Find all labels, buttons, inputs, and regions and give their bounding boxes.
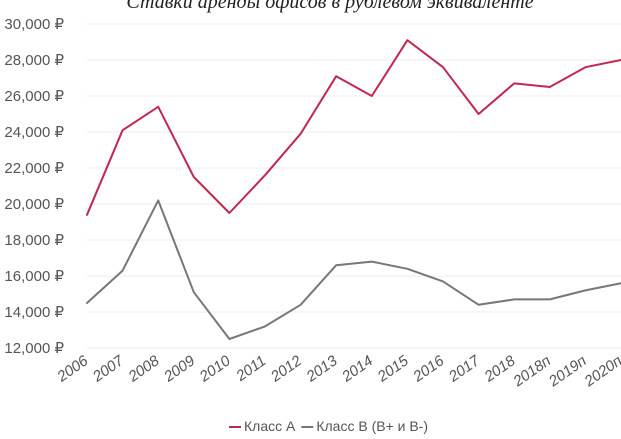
grid-lines (87, 23, 621, 349)
x-tick-label: 2010 (196, 352, 234, 386)
x-tick-label: 2009 (160, 352, 198, 386)
x-tick-label: 2014 (338, 352, 376, 386)
x-tick-label: 2018п (509, 352, 554, 390)
x-tick-label: 2012 (267, 352, 305, 386)
x-tick-label: 2007 (89, 352, 127, 386)
y-tick-label: 18,000 ₽ (4, 232, 64, 249)
x-tick-label: 2020п (581, 352, 621, 390)
x-tick-label: 2006 (53, 352, 91, 386)
y-tick-label: 30,000 ₽ (4, 16, 64, 33)
y-tick-label: 20,000 ₽ (4, 196, 64, 213)
y-tick-label: 26,000 ₽ (4, 88, 64, 105)
legend-label-2: Класс В (В+ и В-) (316, 418, 428, 434)
series-lines (86, 39, 621, 340)
y-tick-label: 28,000 ₽ (4, 52, 64, 69)
x-tick-label: 2011 (232, 352, 269, 385)
y-axis-ticks: 12,000 ₽ 14,000 ₽ 16,000 ₽ 18,000 ₽ 20,000 ₽… (4, 16, 64, 357)
x-tick-label: 2015 (374, 352, 412, 386)
y-tick-label: 14,000 ₽ (4, 304, 64, 321)
legend-label-1: Класс А (244, 418, 296, 434)
x-tick-label: 2016 (409, 352, 447, 386)
y-tick-label: 22,000 ₽ (4, 160, 64, 177)
legend: Класс А Класс В (В+ и В-) (229, 418, 428, 434)
y-tick-label: 24,000 ₽ (4, 124, 64, 141)
x-tick-label: 2019п (545, 352, 590, 390)
series-line-1 (86, 39, 621, 216)
y-tick-label: 16,000 ₽ (4, 268, 64, 285)
x-tick-label: 2017 (445, 352, 483, 386)
x-tick-label: 2013 (303, 352, 341, 386)
x-tick-label: 2008 (125, 352, 163, 386)
series-line-2 (86, 199, 621, 340)
chart-title: Ставки аренды офисов в рублевом эквивале… (126, 0, 533, 13)
y-tick-label: 12,000 ₽ (4, 340, 64, 357)
